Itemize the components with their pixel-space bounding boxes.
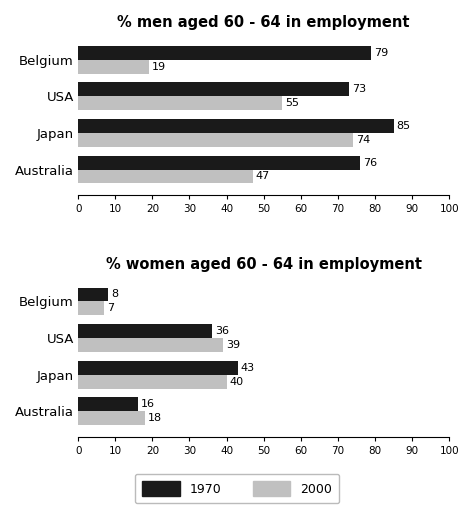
Text: 39: 39 <box>226 340 240 350</box>
Text: 55: 55 <box>285 98 299 108</box>
Bar <box>78 338 223 352</box>
Bar <box>78 411 145 425</box>
Bar <box>78 169 253 183</box>
Text: 85: 85 <box>397 121 410 131</box>
Text: 79: 79 <box>374 48 389 58</box>
Title: % men aged 60 - 64 in employment: % men aged 60 - 64 in employment <box>118 15 410 30</box>
Legend: 1970, 2000: 1970, 2000 <box>135 474 339 503</box>
Bar <box>78 82 349 96</box>
Text: 43: 43 <box>241 363 255 373</box>
Bar <box>78 324 212 338</box>
Bar <box>78 361 237 375</box>
Bar <box>78 375 227 389</box>
Text: 16: 16 <box>140 399 155 410</box>
Bar <box>78 133 353 147</box>
Text: 76: 76 <box>363 158 377 167</box>
Text: 47: 47 <box>255 172 270 181</box>
Text: 8: 8 <box>111 289 118 300</box>
Bar <box>78 59 149 74</box>
Text: 36: 36 <box>215 326 228 336</box>
Text: 40: 40 <box>229 377 244 387</box>
Text: 18: 18 <box>148 413 162 423</box>
Bar <box>78 156 360 169</box>
Text: 73: 73 <box>352 84 366 94</box>
Bar <box>78 302 104 315</box>
Bar <box>78 119 393 133</box>
Text: 19: 19 <box>152 61 166 72</box>
Bar <box>78 96 282 110</box>
Bar <box>78 397 137 411</box>
Bar <box>78 288 108 302</box>
Bar <box>78 46 371 59</box>
Title: % women aged 60 - 64 in employment: % women aged 60 - 64 in employment <box>106 257 422 272</box>
Text: 7: 7 <box>107 304 114 313</box>
Text: 74: 74 <box>356 135 370 145</box>
